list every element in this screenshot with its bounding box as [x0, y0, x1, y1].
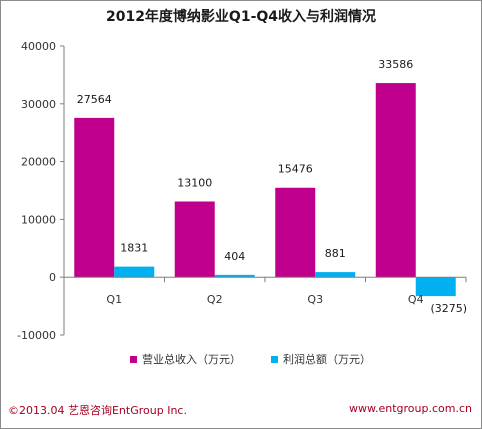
x-tick-label: Q1 [106, 293, 122, 306]
data-label-revenue: 33586 [378, 58, 413, 71]
bar-profit [214, 274, 255, 278]
x-tick-label: Q4 [408, 293, 424, 306]
legend-item-revenue: 营业总收入（万元） [130, 351, 241, 367]
legend-label-profit: 利润总额（万元） [283, 353, 371, 366]
footer: ©2013.04 艺恩咨询EntGroup Inc. www.entgroup.… [0, 402, 482, 417]
data-label-revenue: 13100 [177, 176, 212, 189]
y-tick-label: 30000 [21, 98, 56, 111]
bar-profit [315, 272, 356, 278]
bar-revenue [275, 187, 316, 278]
chart-title: 2012年度博纳影业Q1-Q4收入与利润情况 [105, 9, 377, 25]
y-tick-label: -10000 [17, 329, 56, 342]
bars-group [74, 83, 456, 297]
bar-profit [415, 277, 456, 297]
data-label-profit: 1831 [120, 242, 148, 255]
x-axis: Q1 Q2 Q3 Q4 [63, 276, 467, 306]
legend-swatch-revenue [130, 355, 137, 363]
y-tick-label: 0 [49, 271, 56, 284]
footer-copyright: ©2013.04 艺恩咨询EntGroup Inc. [8, 404, 187, 417]
bar-revenue [74, 117, 115, 278]
data-label-profit: (3275) [430, 302, 467, 315]
data-labels-group: 27564 1831 13100 404 15476 881 33586 (3275) [77, 58, 467, 315]
x-tick-label: Q3 [307, 293, 323, 306]
legend-swatch-profit [271, 355, 278, 363]
y-tick-label: 10000 [21, 213, 56, 226]
y-axis: -10000 0 10000 20000 30000 40000 [17, 40, 65, 342]
data-label-revenue: 27564 [77, 93, 112, 106]
x-tick-label: Q2 [207, 293, 223, 306]
legend-item-profit: 利润总额（万元） [271, 351, 371, 367]
bar-revenue [375, 83, 416, 278]
data-label-profit: 881 [325, 247, 346, 260]
bar-profit [114, 266, 155, 278]
data-label-profit: 404 [224, 250, 245, 263]
data-label-revenue: 15476 [278, 163, 313, 176]
y-tick-label: 20000 [21, 156, 56, 169]
legend-label-revenue: 营业总收入（万元） [142, 353, 241, 366]
legend: 营业总收入（万元） 利润总额（万元） [130, 351, 371, 367]
footer-website: www.entgroup.com.cn [349, 402, 472, 415]
bar-revenue [174, 201, 215, 278]
y-tick-label: 40000 [21, 40, 56, 53]
